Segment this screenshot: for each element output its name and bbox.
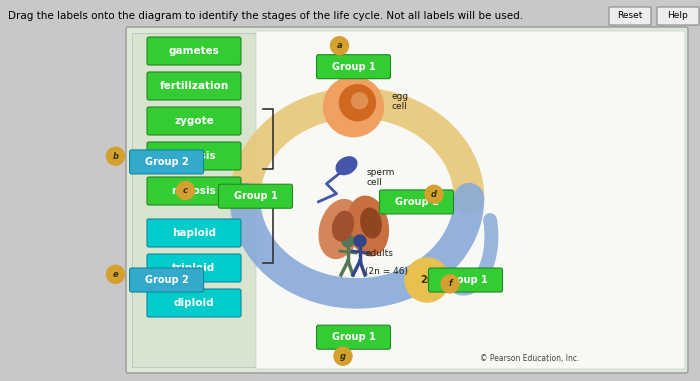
- FancyBboxPatch shape: [130, 268, 204, 292]
- FancyBboxPatch shape: [147, 254, 241, 282]
- FancyBboxPatch shape: [147, 289, 241, 317]
- Text: g: g: [340, 352, 346, 361]
- Text: Reset: Reset: [617, 11, 643, 21]
- Text: meiosis: meiosis: [172, 186, 216, 196]
- Text: (2n = 46): (2n = 46): [365, 267, 408, 276]
- FancyBboxPatch shape: [147, 107, 241, 135]
- Circle shape: [106, 147, 125, 165]
- FancyBboxPatch shape: [147, 37, 241, 65]
- Text: c: c: [183, 186, 188, 195]
- Text: Help: Help: [668, 11, 688, 21]
- FancyBboxPatch shape: [147, 219, 241, 247]
- FancyBboxPatch shape: [126, 27, 688, 373]
- FancyBboxPatch shape: [379, 190, 454, 214]
- FancyBboxPatch shape: [130, 150, 204, 174]
- Circle shape: [342, 235, 354, 247]
- Text: Group 1: Group 1: [395, 197, 438, 207]
- Text: Drag the labels onto the diagram to identify the stages of the life cycle. Not a: Drag the labels onto the diagram to iden…: [8, 11, 523, 21]
- FancyBboxPatch shape: [256, 31, 685, 369]
- Text: Group 2: Group 2: [145, 275, 188, 285]
- Text: Group 1: Group 1: [234, 191, 277, 201]
- Text: Group 1: Group 1: [444, 275, 487, 285]
- Text: haploid: haploid: [172, 228, 216, 238]
- Ellipse shape: [336, 157, 357, 174]
- Ellipse shape: [319, 200, 360, 258]
- Circle shape: [106, 265, 125, 283]
- Text: d: d: [431, 190, 437, 199]
- FancyBboxPatch shape: [609, 7, 651, 25]
- Circle shape: [441, 275, 459, 293]
- Text: f: f: [448, 279, 452, 288]
- Text: gametes: gametes: [169, 46, 219, 56]
- FancyBboxPatch shape: [218, 184, 293, 208]
- Circle shape: [340, 85, 375, 121]
- Circle shape: [323, 77, 384, 137]
- FancyBboxPatch shape: [132, 33, 257, 367]
- Ellipse shape: [332, 211, 354, 241]
- Ellipse shape: [360, 208, 382, 238]
- FancyBboxPatch shape: [657, 7, 699, 25]
- Text: a: a: [337, 41, 342, 50]
- Circle shape: [351, 93, 368, 109]
- Text: mitosis: mitosis: [173, 151, 216, 161]
- Text: adults: adults: [365, 249, 393, 258]
- Text: egg
cell: egg cell: [391, 92, 409, 111]
- Text: fertilization: fertilization: [160, 81, 229, 91]
- Text: © Pearson Education, Inc.: © Pearson Education, Inc.: [480, 354, 580, 363]
- Circle shape: [334, 347, 352, 365]
- FancyBboxPatch shape: [147, 72, 241, 100]
- FancyBboxPatch shape: [316, 325, 391, 349]
- Text: b: b: [113, 152, 118, 161]
- Circle shape: [405, 258, 449, 302]
- Circle shape: [176, 181, 195, 200]
- FancyBboxPatch shape: [316, 55, 391, 78]
- Text: Group 1: Group 1: [332, 62, 375, 72]
- Text: 2n: 2n: [420, 275, 434, 285]
- Text: zygote: zygote: [174, 116, 214, 126]
- Text: e: e: [113, 270, 118, 279]
- Text: Group 2: Group 2: [145, 157, 188, 167]
- Text: diploid: diploid: [174, 298, 214, 308]
- FancyBboxPatch shape: [147, 177, 241, 205]
- Circle shape: [354, 235, 366, 247]
- Text: triploid: triploid: [172, 263, 216, 273]
- Ellipse shape: [348, 196, 388, 256]
- FancyBboxPatch shape: [147, 142, 241, 170]
- Text: Group 1: Group 1: [332, 332, 375, 342]
- Text: sperm
cell: sperm cell: [367, 168, 395, 187]
- Circle shape: [330, 37, 349, 55]
- FancyBboxPatch shape: [428, 268, 503, 292]
- Circle shape: [425, 185, 443, 203]
